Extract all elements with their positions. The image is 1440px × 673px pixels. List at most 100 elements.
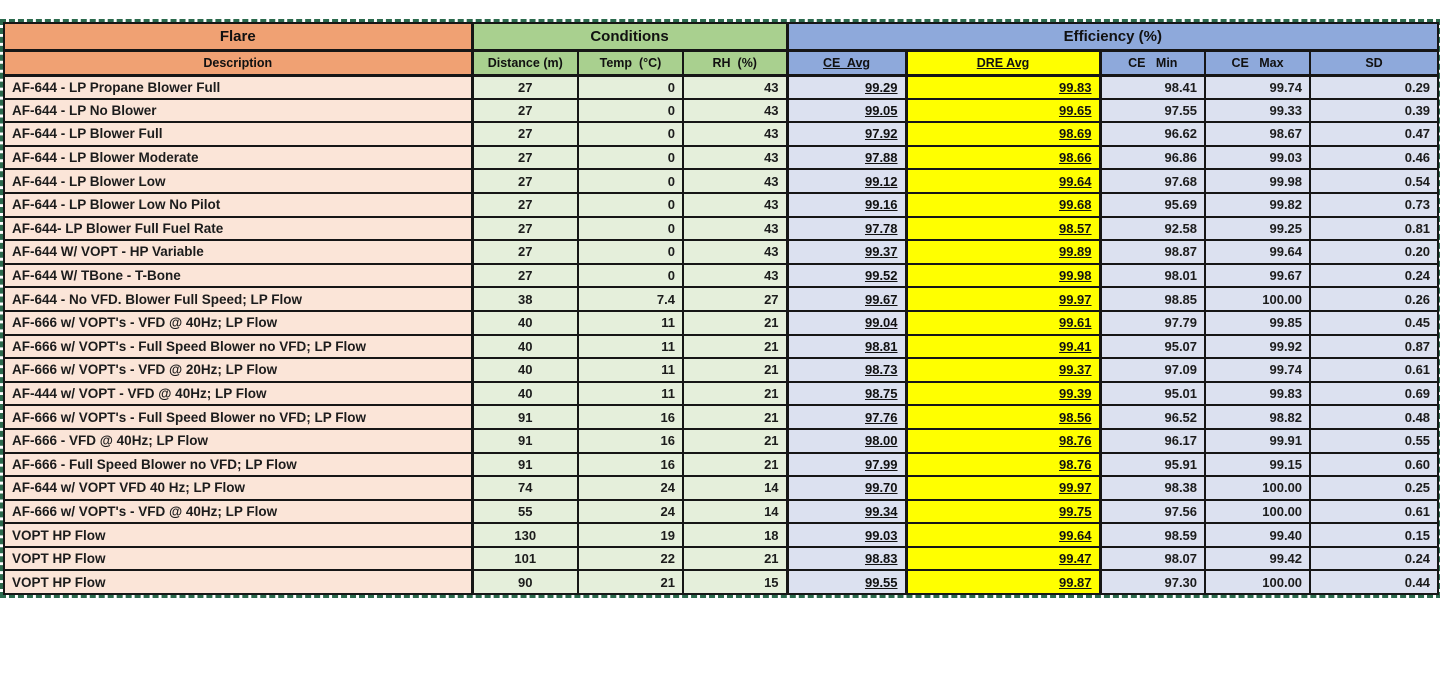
cell-sd[interactable]: 0.25 — [1309, 475, 1440, 501]
cell-description[interactable]: VOPT HP Flow — [3, 522, 473, 548]
cell-ce_max[interactable]: 99.92 — [1204, 333, 1312, 360]
cell-ce_max[interactable]: 99.15 — [1204, 451, 1312, 478]
cell-ce_avg[interactable]: 97.92 — [785, 121, 908, 147]
cell-description[interactable]: AF-644 - LP Propane Blower Full — [3, 74, 473, 100]
cell-distance[interactable]: 27 — [470, 97, 579, 124]
cell-ce_min[interactable]: 98.38 — [1098, 475, 1207, 501]
cell-ce_min[interactable]: 96.52 — [1098, 404, 1207, 430]
cell-temp[interactable]: 24 — [577, 475, 684, 501]
cell-ce_avg[interactable]: 97.78 — [785, 215, 908, 242]
cell-distance[interactable]: 27 — [470, 215, 579, 242]
cell-description[interactable]: AF-666 w/ VOPT's - Full Speed Blower no … — [3, 404, 473, 430]
cell-dre_avg[interactable]: 98.76 — [904, 427, 1102, 454]
cell-ce_max[interactable]: 99.91 — [1204, 427, 1312, 454]
cell-ce_min[interactable]: 98.87 — [1098, 239, 1207, 265]
cell-sd[interactable]: 0.73 — [1309, 191, 1440, 218]
cell-description[interactable]: AF-666 w/ VOPT's - VFD @ 40Hz; LP Flow — [3, 309, 473, 336]
cell-temp[interactable]: 11 — [577, 333, 684, 360]
cell-ce_avg[interactable]: 99.12 — [785, 168, 908, 194]
cell-ce_min[interactable]: 95.07 — [1098, 333, 1207, 360]
cell-ce_avg[interactable]: 98.83 — [785, 545, 908, 572]
cell-ce_min[interactable]: 98.01 — [1098, 262, 1207, 289]
cell-description[interactable]: AF-666 w/ VOPT's - VFD @ 20Hz; LP Flow — [3, 357, 473, 383]
cell-distance[interactable]: 27 — [470, 239, 579, 265]
cell-sd[interactable]: 0.39 — [1309, 97, 1440, 124]
cell-temp[interactable]: 0 — [577, 191, 684, 218]
cell-distance[interactable]: 40 — [470, 333, 579, 360]
cell-description[interactable]: AF-666 - Full Speed Blower no VFD; LP Fl… — [3, 451, 473, 478]
cell-rh[interactable]: 43 — [681, 121, 789, 147]
cell-rh[interactable]: 21 — [681, 451, 789, 478]
cell-distance[interactable]: 91 — [470, 451, 579, 478]
cell-dre_avg[interactable]: 99.61 — [904, 309, 1102, 336]
cell-temp[interactable]: 21 — [577, 569, 684, 596]
cell-ce_max[interactable]: 99.40 — [1204, 522, 1312, 548]
column-header-distance[interactable]: Distance (m) — [470, 49, 579, 77]
cell-rh[interactable]: 14 — [681, 475, 789, 501]
cell-description[interactable]: VOPT HP Flow — [3, 569, 473, 596]
column-header-temp[interactable]: Temp (°C) — [577, 49, 684, 77]
cell-temp[interactable]: 0 — [577, 144, 684, 171]
cell-ce_max[interactable]: 99.03 — [1204, 144, 1312, 171]
cell-distance[interactable]: 130 — [470, 522, 579, 548]
cell-sd[interactable]: 0.44 — [1309, 569, 1440, 596]
cell-ce_max[interactable]: 99.74 — [1204, 357, 1312, 383]
cell-dre_avg[interactable]: 99.47 — [904, 545, 1102, 572]
cell-dre_avg[interactable]: 98.66 — [904, 144, 1102, 171]
cell-ce_min[interactable]: 92.58 — [1098, 215, 1207, 242]
cell-description[interactable]: VOPT HP Flow — [3, 545, 473, 572]
cell-rh[interactable]: 43 — [681, 74, 789, 100]
cell-ce_min[interactable]: 98.41 — [1098, 74, 1207, 100]
cell-sd[interactable]: 0.24 — [1309, 262, 1440, 289]
cell-sd[interactable]: 0.48 — [1309, 404, 1440, 430]
cell-description[interactable]: AF-666 w/ VOPT's - VFD @ 40Hz; LP Flow — [3, 498, 473, 525]
cell-temp[interactable]: 24 — [577, 498, 684, 525]
cell-dre_avg[interactable]: 99.87 — [904, 569, 1102, 596]
cell-description[interactable]: AF-644 w/ VOPT VFD 40 Hz; LP Flow — [3, 475, 473, 501]
cell-description[interactable]: AF-644 - No VFD. Blower Full Speed; LP F… — [3, 286, 473, 312]
cell-ce_min[interactable]: 96.62 — [1098, 121, 1207, 147]
cell-distance[interactable]: 27 — [470, 121, 579, 147]
cell-ce_max[interactable]: 99.42 — [1204, 545, 1312, 572]
cell-dre_avg[interactable]: 99.68 — [904, 191, 1102, 218]
cell-description[interactable]: AF-644 - LP Blower Low No Pilot — [3, 191, 473, 218]
cell-rh[interactable]: 14 — [681, 498, 789, 525]
cell-sd[interactable]: 0.20 — [1309, 239, 1440, 265]
column-header-rh[interactable]: RH (%) — [681, 49, 789, 77]
cell-sd[interactable]: 0.54 — [1309, 168, 1440, 194]
cell-rh[interactable]: 43 — [681, 191, 789, 218]
cell-description[interactable]: AF-666 - VFD @ 40Hz; LP Flow — [3, 427, 473, 454]
cell-temp[interactable]: 11 — [577, 380, 684, 407]
cell-temp[interactable]: 0 — [577, 97, 684, 124]
cell-ce_max[interactable]: 99.33 — [1204, 97, 1312, 124]
cell-temp[interactable]: 22 — [577, 545, 684, 572]
column-header-description[interactable]: Description — [3, 49, 473, 77]
cell-dre_avg[interactable]: 99.64 — [904, 522, 1102, 548]
cell-ce_min[interactable]: 96.17 — [1098, 427, 1207, 454]
cell-ce_avg[interactable]: 98.00 — [785, 427, 908, 454]
cell-ce_avg[interactable]: 99.52 — [785, 262, 908, 289]
cell-distance[interactable]: 27 — [470, 74, 579, 100]
cell-ce_max[interactable]: 100.00 — [1204, 286, 1312, 312]
cell-ce_min[interactable]: 97.79 — [1098, 309, 1207, 336]
cell-rh[interactable]: 43 — [681, 239, 789, 265]
cell-ce_max[interactable]: 100.00 — [1204, 498, 1312, 525]
cell-ce_max[interactable]: 99.25 — [1204, 215, 1312, 242]
cell-sd[interactable]: 0.61 — [1309, 357, 1440, 383]
cell-rh[interactable]: 21 — [681, 427, 789, 454]
cell-rh[interactable]: 43 — [681, 144, 789, 171]
cell-ce_min[interactable]: 97.30 — [1098, 569, 1207, 596]
cell-distance[interactable]: 91 — [470, 427, 579, 454]
cell-ce_min[interactable]: 97.68 — [1098, 168, 1207, 194]
cell-distance[interactable]: 40 — [470, 357, 579, 383]
group-header-conditions[interactable]: Conditions — [470, 22, 789, 52]
cell-distance[interactable]: 101 — [470, 545, 579, 572]
cell-dre_avg[interactable]: 98.76 — [904, 451, 1102, 478]
cell-sd[interactable]: 0.60 — [1309, 451, 1440, 478]
column-header-ce-max[interactable]: CE Max — [1204, 49, 1312, 77]
cell-ce_avg[interactable]: 99.37 — [785, 239, 908, 265]
cell-dre_avg[interactable]: 99.98 — [904, 262, 1102, 289]
cell-ce_avg[interactable]: 99.34 — [785, 498, 908, 525]
cell-rh[interactable]: 21 — [681, 333, 789, 360]
cell-ce_avg[interactable]: 99.03 — [785, 522, 908, 548]
